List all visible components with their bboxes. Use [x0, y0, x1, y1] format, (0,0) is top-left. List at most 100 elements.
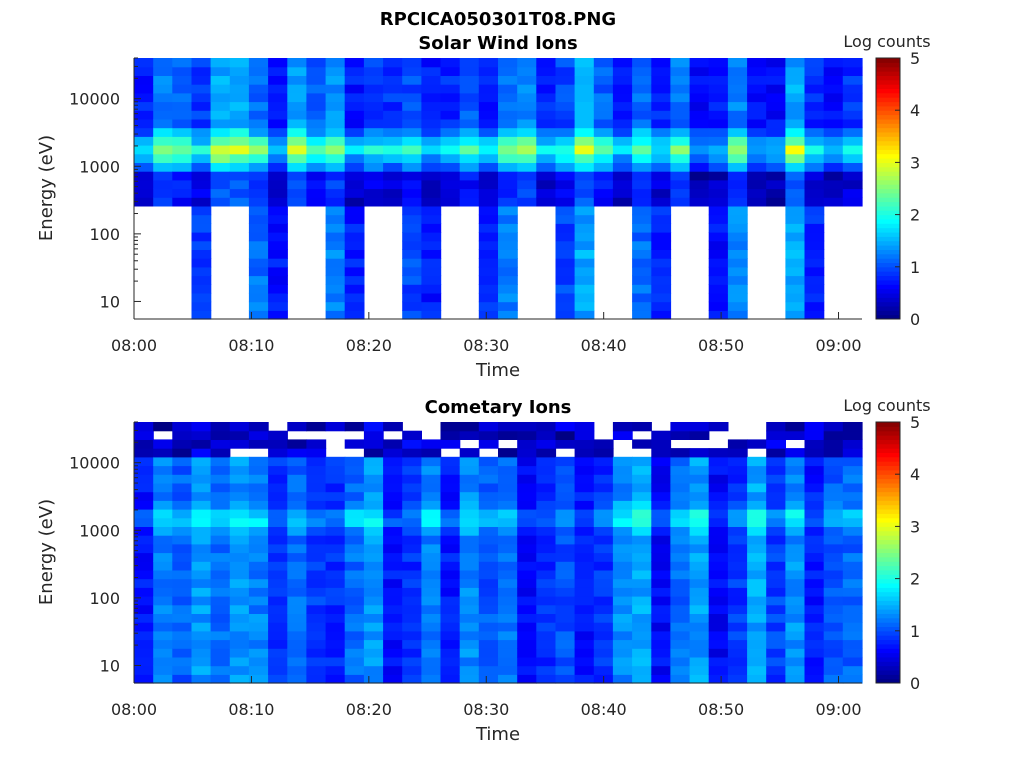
heat-cell: [555, 482, 576, 493]
heat-cell: [363, 66, 384, 76]
heat-cell: [555, 75, 576, 85]
colorbar-segment: [876, 622, 900, 627]
heat-cell: [612, 578, 633, 588]
heat-cell: [383, 622, 403, 632]
panel-title: Cometary Ions: [425, 397, 572, 418]
heat-cell: [593, 439, 614, 449]
heat-cell: [727, 613, 748, 623]
heat-cell: [478, 136, 499, 146]
heat-cell: [536, 596, 557, 606]
heat-cell: [804, 162, 825, 172]
heat-cell: [593, 127, 614, 137]
heat-cell: [191, 622, 212, 632]
y-tick-label: 1000: [79, 521, 120, 540]
heat-cell: [248, 604, 269, 614]
colorbar-segment: [876, 609, 900, 614]
heat-cell: [536, 552, 557, 562]
colorbar-segment: [876, 426, 900, 432]
heat-cell: [632, 543, 652, 554]
heat-cell: [210, 101, 231, 111]
heat-cell: [287, 145, 308, 155]
heat-cell: [593, 500, 614, 510]
heat-cell: [670, 648, 691, 658]
heat-cell: [229, 500, 250, 510]
heat-cell: [612, 535, 633, 545]
heat-cell: [632, 474, 652, 484]
heat-cell: [498, 240, 518, 250]
heat-cell: [306, 197, 327, 207]
heat-cell: [536, 509, 557, 519]
heat-cell: [402, 543, 422, 554]
heat-cell: [459, 448, 480, 458]
heat-cell: [325, 136, 346, 146]
heat-cell: [363, 526, 384, 536]
heat-cell: [555, 84, 576, 94]
heat-cell: [708, 552, 729, 562]
heat-cell: [785, 500, 806, 510]
heat-cell: [842, 465, 863, 475]
heat-cell: [478, 465, 499, 475]
heat-cell: [440, 188, 461, 198]
heat-cell: [459, 630, 480, 641]
heat-cell: [593, 179, 614, 190]
heat-cell: [421, 145, 442, 155]
heat-cell: [593, 75, 614, 85]
heat-cell: [134, 136, 154, 146]
heat-cell: [498, 84, 518, 94]
heat-cell: [268, 75, 288, 85]
heat-cell: [210, 526, 231, 536]
heat-cell: [248, 543, 269, 554]
heat-cell: [747, 535, 767, 545]
heat-cell: [440, 58, 461, 68]
heat-cell: [459, 145, 480, 155]
heat-cell: [248, 92, 269, 103]
heat-cell: [421, 665, 442, 675]
heat-cell: [498, 552, 518, 562]
cometary-ions-panel: Cometary Ions 08:00 08:10 08:20 08:30 08:40 0…: [36, 396, 931, 745]
heat-cell: [823, 552, 844, 562]
heat-cell: [325, 197, 346, 207]
heat-cell: [172, 422, 193, 432]
heat-cell: [823, 197, 844, 207]
heat-cell: [229, 674, 250, 684]
heat-cell: [344, 500, 365, 510]
heat-cell: [191, 439, 212, 449]
heat-cell: [651, 75, 672, 85]
heat-cell: [268, 656, 288, 667]
heat-cell: [402, 205, 422, 216]
heat-cell: [593, 665, 614, 675]
heat-cell: [325, 604, 346, 614]
heat-cell: [651, 622, 672, 632]
heat-cell: [287, 75, 308, 85]
heat-cell: [210, 456, 231, 467]
heat-cell: [708, 604, 729, 614]
heat-cell: [689, 561, 710, 571]
heat-cell: [459, 639, 480, 649]
heat-cell: [498, 171, 518, 181]
heat-cell: [632, 630, 652, 641]
heat-cell: [651, 292, 672, 303]
colorbar-segment: [876, 97, 900, 103]
heat-cell: [383, 535, 403, 545]
heat-cell: [708, 448, 729, 458]
heat-cell: [153, 75, 173, 85]
heat-cell: [440, 526, 461, 536]
heat-cell: [344, 66, 365, 76]
heat-cell: [555, 665, 576, 675]
heat-cell: [210, 92, 231, 103]
heat-cell: [134, 509, 154, 519]
colorbar-segment: [876, 253, 900, 259]
heat-cell: [421, 275, 442, 285]
heat-cell: [555, 587, 576, 597]
heat-cell: [459, 197, 480, 207]
heat-cell: [402, 275, 422, 285]
heat-cell: [823, 674, 844, 684]
heat-cell: [248, 66, 269, 76]
heat-cell: [670, 58, 691, 68]
heat-cell: [459, 578, 480, 588]
heat-cell: [766, 179, 786, 190]
heat-cell: [574, 639, 595, 649]
heat-cell: [191, 162, 212, 172]
heat-cell: [574, 509, 595, 519]
heat-cell: [766, 162, 786, 172]
